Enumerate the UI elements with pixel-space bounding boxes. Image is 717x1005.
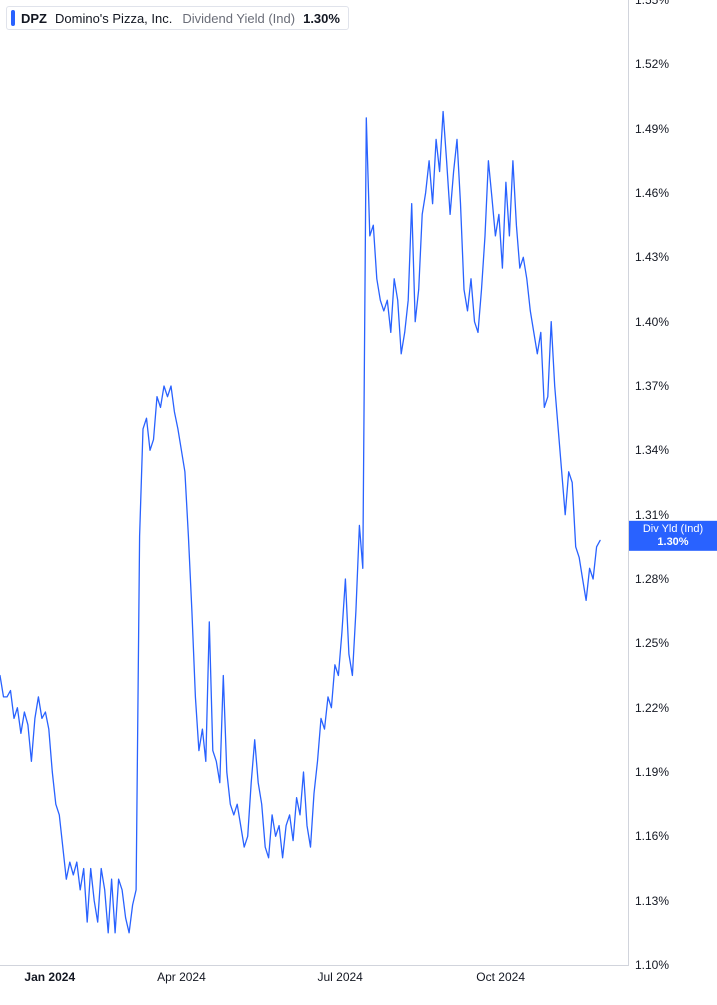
- x-tick-label: Apr 2024: [157, 970, 206, 984]
- flag-series-label: Div Yld (Ind): [635, 523, 711, 536]
- y-tick-label: 1.13%: [635, 894, 669, 908]
- legend-company-name: Domino's Pizza, Inc.: [55, 11, 172, 26]
- chart-legend[interactable]: DPZ Domino's Pizza, Inc. Dividend Yield …: [6, 6, 349, 30]
- y-tick-label: 1.34%: [635, 443, 669, 457]
- last-value-flag: Div Yld (Ind) 1.30%: [629, 521, 717, 551]
- y-tick-label: 1.43%: [635, 250, 669, 264]
- legend-ticker: DPZ: [21, 11, 47, 26]
- legend-series-name: Dividend Yield (Ind): [182, 11, 295, 26]
- y-tick-label: 1.25%: [635, 636, 669, 650]
- y-tick-label: 1.46%: [635, 186, 669, 200]
- y-tick-label: 1.16%: [635, 829, 669, 843]
- y-tick-label: 1.49%: [635, 122, 669, 136]
- y-tick-label: 1.40%: [635, 315, 669, 329]
- y-tick-label: 1.52%: [635, 57, 669, 71]
- chart-plot-area[interactable]: [0, 0, 629, 966]
- x-tick-label: Jul 2024: [317, 970, 362, 984]
- y-tick-label: 1.31%: [635, 508, 669, 522]
- legend-color-swatch: [11, 10, 15, 26]
- legend-current-value: 1.30%: [303, 11, 340, 26]
- y-tick-label: 1.55%: [635, 0, 669, 7]
- x-tick-label: Jan 2024: [24, 970, 75, 984]
- y-tick-label: 1.28%: [635, 572, 669, 586]
- x-axis[interactable]: Jan 2024 Apr 2024 Jul 2024 Oct 2024: [0, 966, 628, 1005]
- line-series: [0, 0, 628, 965]
- y-axis[interactable]: 1.10%1.13%1.16%1.19%1.22%1.25%1.28%1.31%…: [629, 0, 717, 965]
- x-tick-label: Oct 2024: [476, 970, 525, 984]
- y-tick-label: 1.10%: [635, 958, 669, 972]
- y-tick-label: 1.19%: [635, 765, 669, 779]
- y-tick-label: 1.37%: [635, 379, 669, 393]
- flag-value: 1.30%: [635, 536, 711, 549]
- y-tick-label: 1.22%: [635, 701, 669, 715]
